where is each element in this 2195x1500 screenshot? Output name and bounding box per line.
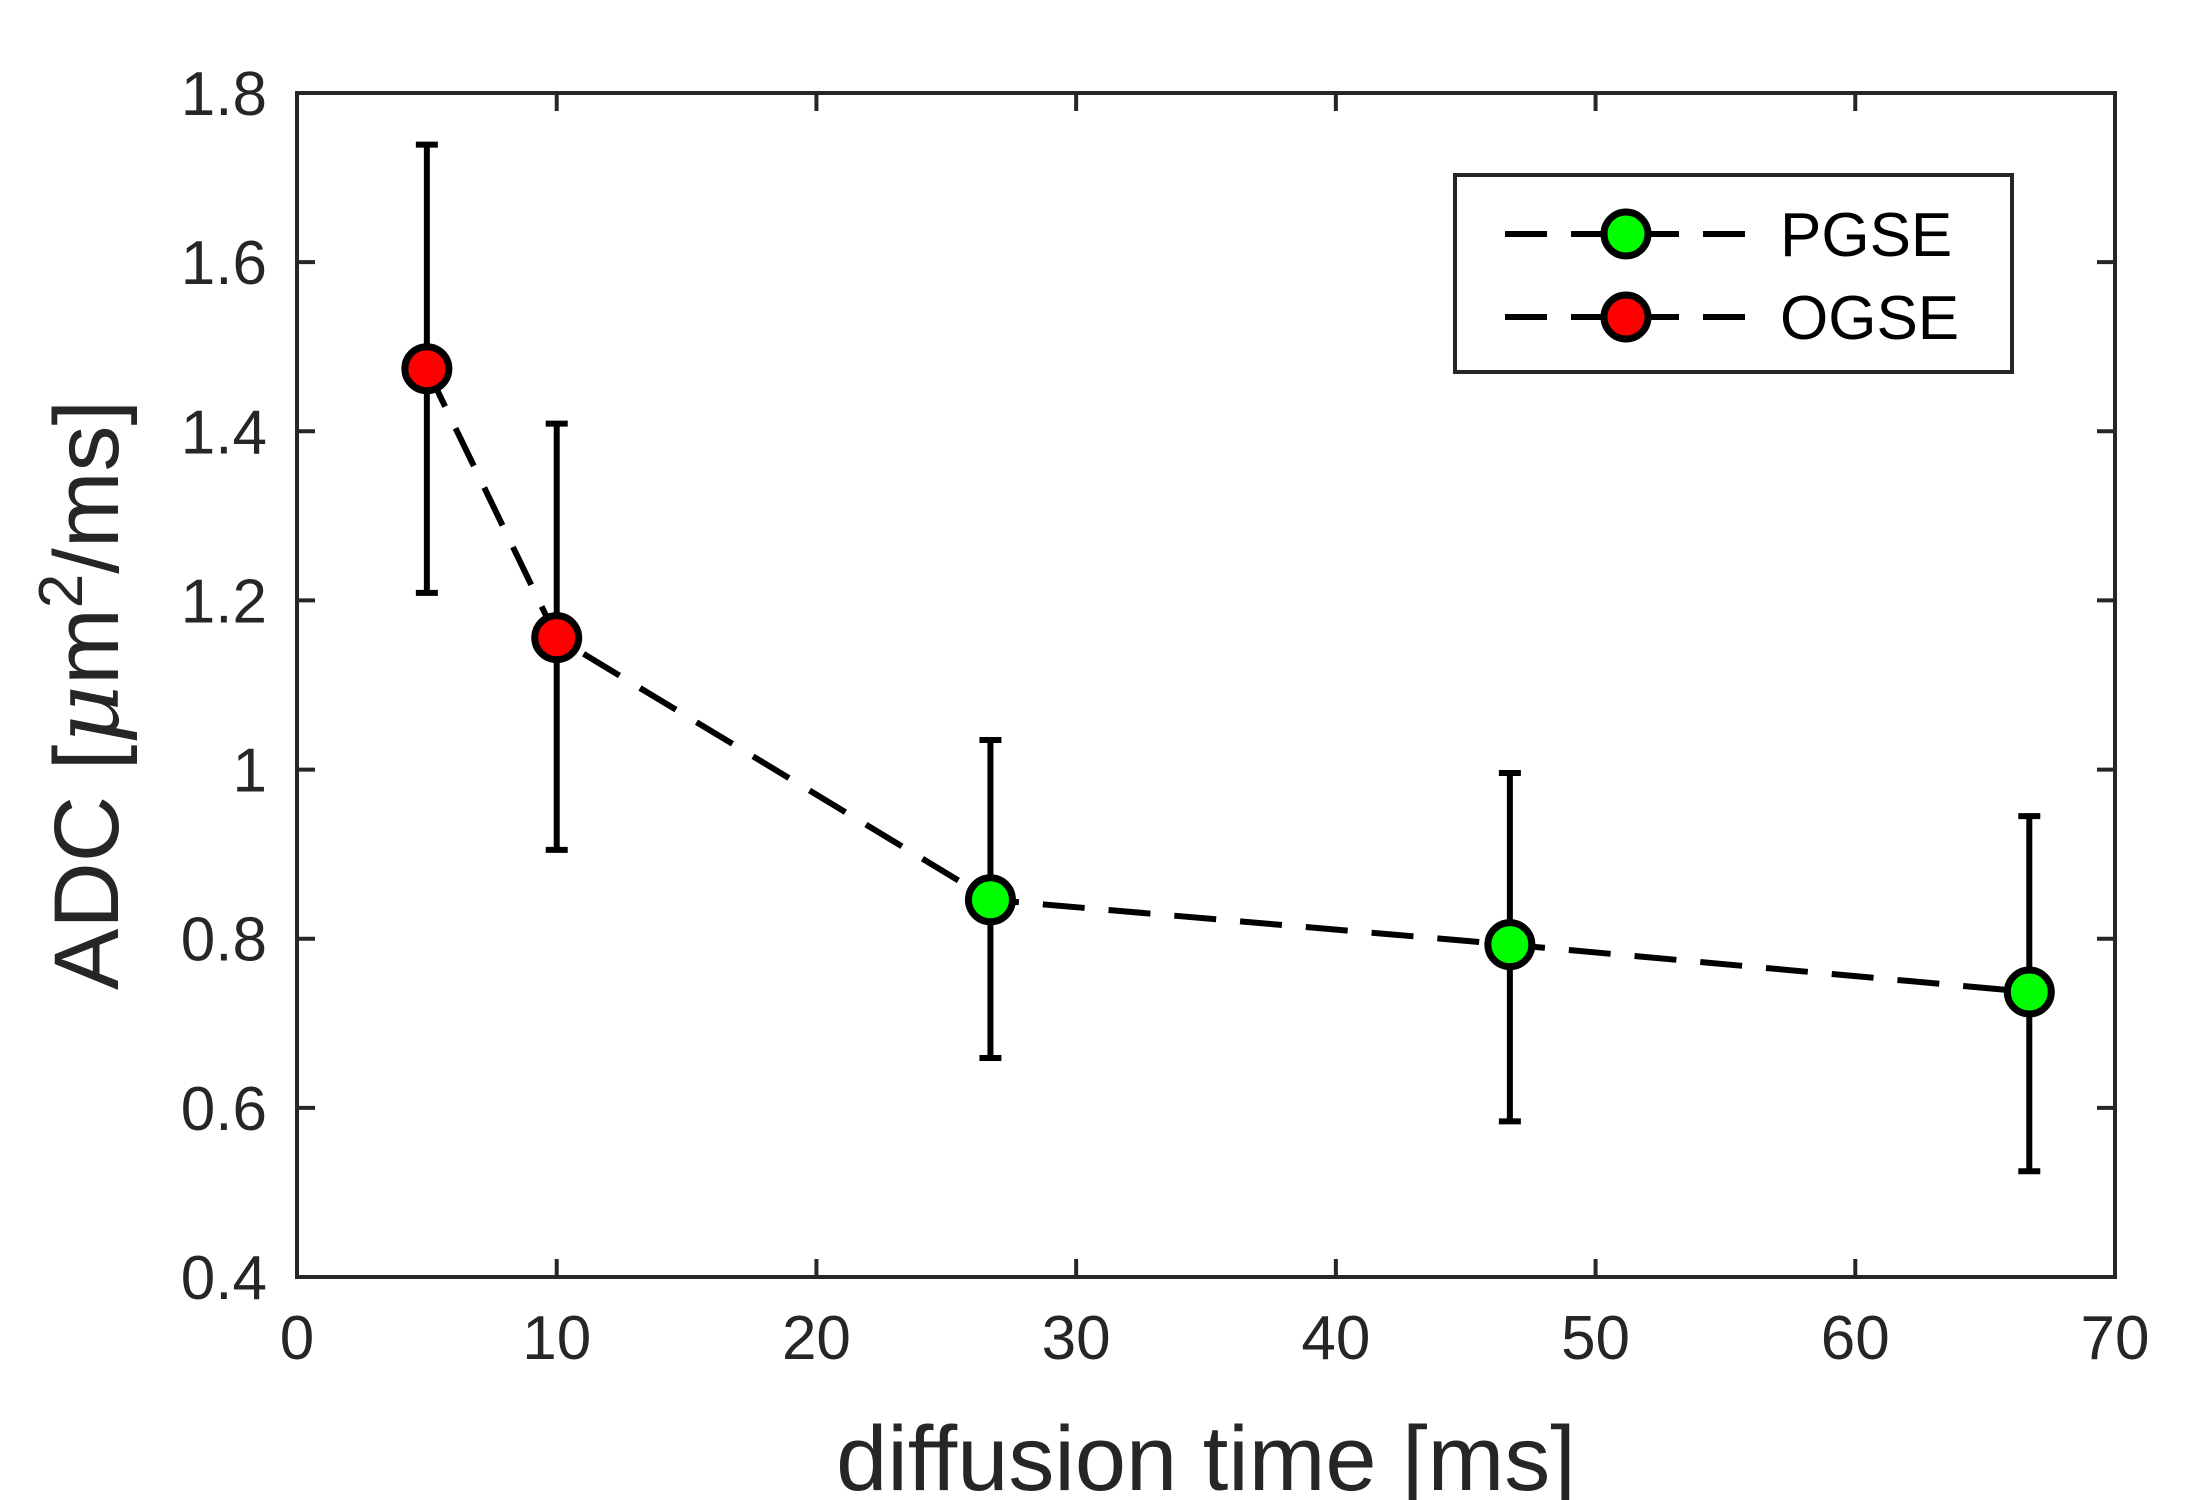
data-markers <box>401 343 2055 1018</box>
y-axis-title-prefix: ADC [ <box>36 745 138 990</box>
x-tick-label: 50 <box>1561 1304 1630 1373</box>
x-tick-label: 30 <box>1042 1304 1111 1373</box>
pgse-legend-label: PGSE <box>1780 201 1952 270</box>
x-axis-title: diffusion time [ms] <box>836 1408 1576 1500</box>
ogse-marker <box>531 612 583 664</box>
y-axis-title-mu: μ <box>33 685 140 745</box>
y-axis-title: ADC [μm2/ms] <box>27 400 140 990</box>
pgse-marker <box>2003 966 2055 1018</box>
y-tick-label: 1.8 <box>181 60 267 129</box>
pgse-legend-marker <box>1600 208 1652 260</box>
legend: PGSE OGSE <box>1453 173 2014 374</box>
x-tick-label: 20 <box>782 1304 851 1373</box>
plot-frame <box>295 91 2117 1279</box>
y-tick-label: 1.4 <box>181 398 267 467</box>
pgse-marker <box>964 874 1016 926</box>
plot-area <box>295 91 2117 1279</box>
ogse-marker <box>401 343 453 395</box>
y-tick-label: 0.4 <box>181 1244 267 1313</box>
pgse-marker <box>1484 919 1536 971</box>
y-tick-label: 0.8 <box>181 906 267 975</box>
axis-ticks <box>295 91 2117 1279</box>
tick-labels: 0 10 20 30 40 50 60 70 0.4 0.6 0.8 1 1.2 1.4 1.6 1.8 <box>181 60 2150 1373</box>
y-tick-label: 1.6 <box>181 229 267 298</box>
x-tick-label: 60 <box>1821 1304 1890 1373</box>
y-tick-label: 1 <box>233 737 267 806</box>
y-tick-label: 0.6 <box>181 1075 267 1144</box>
x-tick-label: 70 <box>2081 1304 2150 1373</box>
legend-box <box>1453 173 2014 374</box>
y-axis-title-unit-base: m <box>36 608 138 685</box>
ogse-legend-marker <box>1600 291 1652 343</box>
y-axis-title-suffix: /ms] <box>36 400 138 574</box>
y-axis-title-superscript: 2 <box>27 574 96 608</box>
y-tick-label: 1.2 <box>181 567 267 636</box>
x-tick-label: 40 <box>1301 1304 1370 1373</box>
x-tick-label: 0 <box>280 1304 314 1373</box>
ogse-legend-label: OGSE <box>1780 284 1959 353</box>
x-tick-label: 10 <box>522 1304 591 1373</box>
